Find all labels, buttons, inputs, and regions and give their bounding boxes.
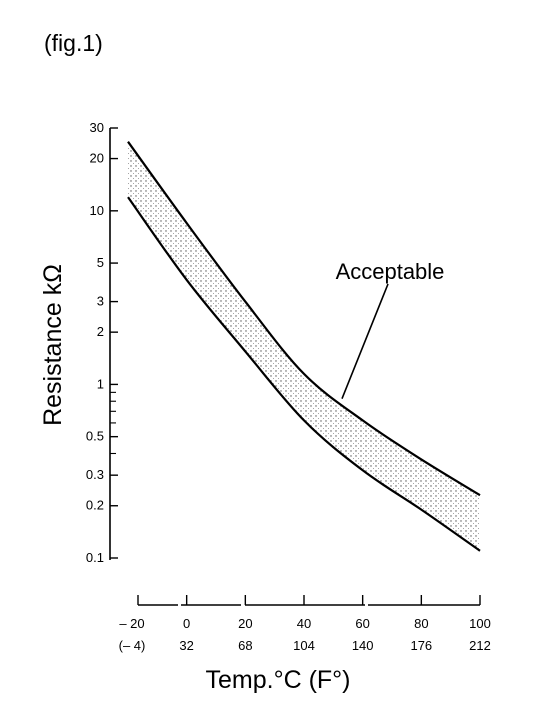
x-tick-label-fahrenheit: 212 [469,638,491,653]
x-tick-label-celsius: 100 [469,616,491,631]
ticks-layer: 0.1 0.2 0.3 0.5 1 2 3 5 10 20 30 – 20 (– 4) 0 32 20 68 40… [86,120,491,653]
figure-label: (fig.1) [44,30,103,56]
y-tick-label: 0.5 [86,429,104,444]
y-axis-title: Resistance kΩ [39,264,67,426]
acceptable-band [128,141,480,551]
y-tick-label: 3 [97,294,104,309]
y-tick-label: 10 [90,203,104,218]
y-tick-label: 0.2 [86,498,104,513]
y-tick-label: 2 [97,324,104,339]
x-tick-label-celsius: 20 [238,616,252,631]
annotation-layer: Acceptable [336,259,445,399]
series-layer [127,141,481,552]
x-tick-label-fahrenheit: 176 [410,638,432,653]
x-axis-title: Temp.°C (F°) [206,666,351,694]
annotation-leader-line [341,283,389,399]
x-tick-label-fahrenheit: 140 [352,638,374,653]
x-tick-label-celsius: 40 [297,616,311,631]
x-tick-label-fahrenheit: 104 [293,638,315,653]
upper-limit-line [127,141,481,497]
y-tick-label: 0.3 [86,467,104,482]
lower-limit-line [127,196,481,552]
x-tick-label-celsius: 80 [414,616,428,631]
y-tick-label: 0.1 [86,550,104,565]
x-tick-label-celsius: 0 [183,616,190,631]
acceptable-band-layer [128,141,480,551]
x-tick-label-celsius: 60 [355,616,369,631]
x-tick-label-fahrenheit: 32 [179,638,193,653]
x-tick-label-fahrenheit: 68 [238,638,252,653]
x-tick-label-fahrenheit: (– 4) [119,638,146,653]
y-tick-label: 5 [97,255,104,270]
y-tick-label: 20 [90,151,104,166]
y-tick-label: 30 [90,120,104,135]
x-tick-label-celsius: – 20 [119,616,144,631]
annotation-acceptable: Acceptable [336,259,445,284]
y-tick-label: 1 [97,376,104,391]
axes-layer [109,128,480,606]
